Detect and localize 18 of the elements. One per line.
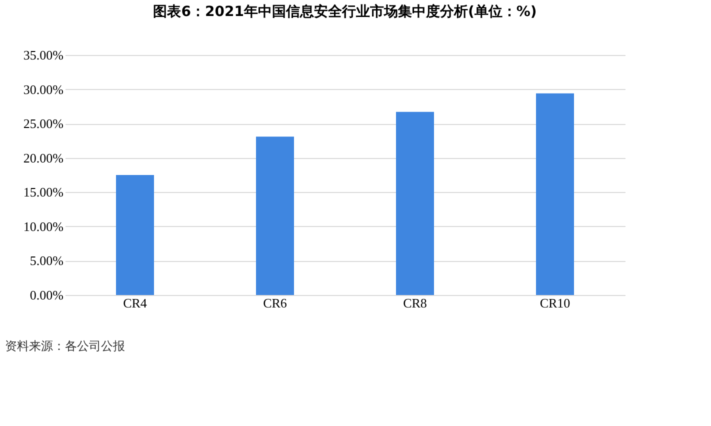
y-tick-label: 5.00% — [30, 253, 64, 268]
y-tick-label: 0.00% — [30, 288, 64, 302]
y-tick-label: 10.00% — [23, 218, 64, 234]
bar — [536, 93, 574, 295]
x-tick-label: CR10 — [540, 296, 570, 310]
y-tick-label: 20.00% — [23, 150, 64, 166]
x-tick-label: CR8 — [403, 296, 427, 310]
x-tick-label: CR4 — [123, 296, 148, 310]
chart-title: 图表6：2021年中国信息安全行业市场集中度分析(单位：%) — [153, 3, 537, 20]
y-tick-label: 35.00% — [23, 48, 64, 62]
text: 资料来源：各公司公报 — [5, 339, 125, 353]
y-tick-label: 25.00% — [23, 116, 64, 132]
y-tick-label: 30.00% — [23, 82, 64, 97]
x-tick-label: CR6 — [263, 296, 288, 310]
bar — [256, 136, 294, 295]
bar — [396, 112, 434, 295]
y-tick-label: 15.00% — [23, 184, 64, 200]
bar — [116, 175, 154, 295]
